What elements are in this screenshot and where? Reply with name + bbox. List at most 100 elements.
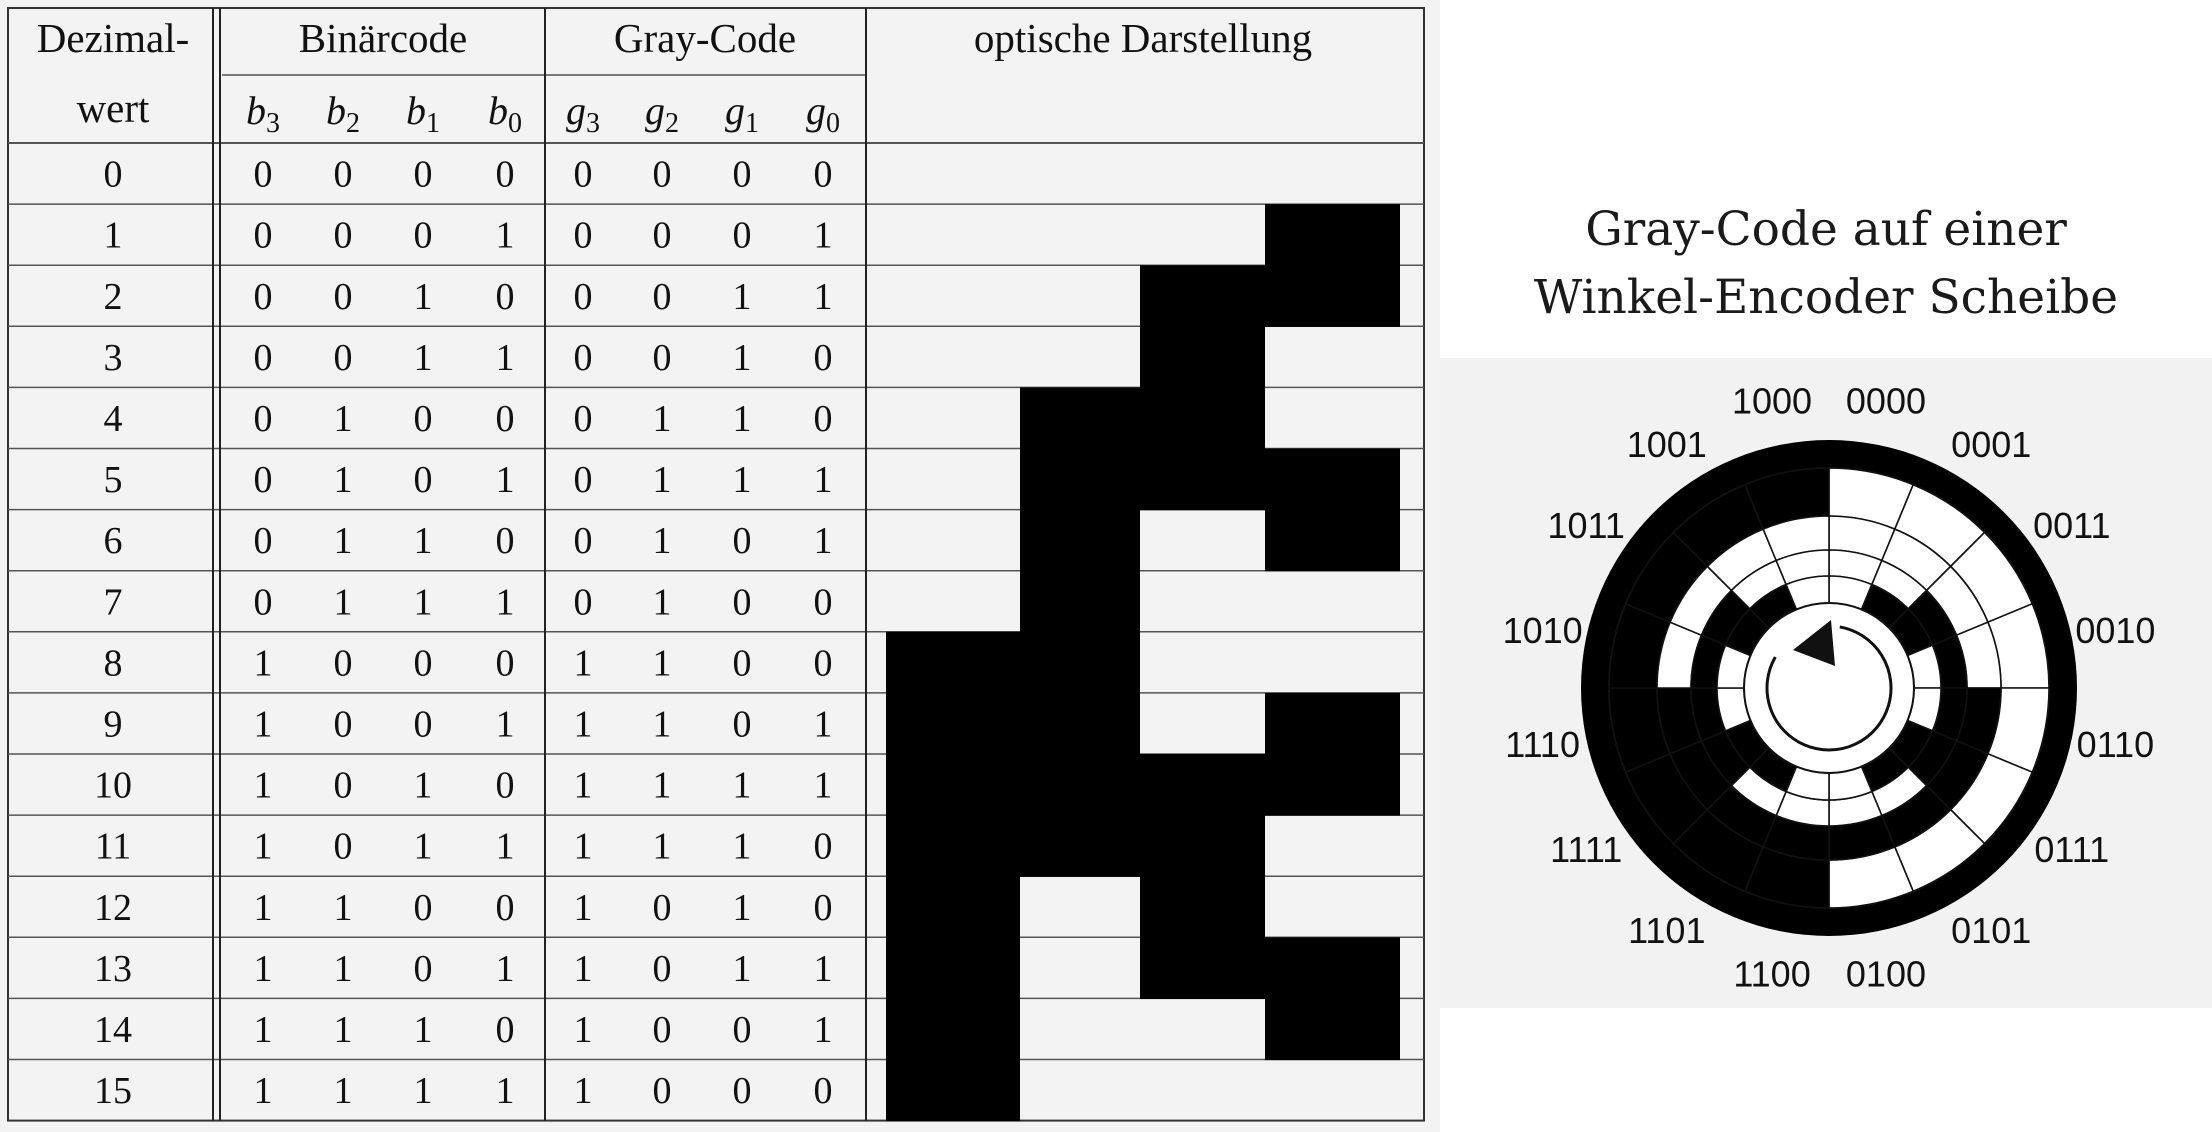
gray-bit: 0 xyxy=(574,337,593,379)
gray-bit: 1 xyxy=(574,765,593,807)
gray-bit: 0 xyxy=(653,1009,672,1051)
optical-bar xyxy=(1020,509,1140,572)
binary-bit-header: b1 xyxy=(406,88,440,139)
binary-bit: 1 xyxy=(254,1009,273,1051)
binary-bit: 1 xyxy=(334,520,353,562)
bit-letter: g xyxy=(566,88,586,133)
bit-index: 3 xyxy=(586,108,600,139)
gray-bit: 0 xyxy=(733,581,752,623)
decimal-value: 11 xyxy=(95,826,132,868)
binary-bit: 0 xyxy=(496,642,515,684)
optical-bar xyxy=(886,1059,1020,1122)
gray-bit: 1 xyxy=(814,459,833,501)
gray-bit: 1 xyxy=(653,520,672,562)
gray-bit: 0 xyxy=(653,154,672,196)
binary-bit: 1 xyxy=(334,948,353,990)
binary-bit: 1 xyxy=(496,826,515,868)
optical-bar xyxy=(886,876,1020,938)
encoder-title-line1: Gray-Code auf einer xyxy=(1585,202,2067,257)
binary-bit: 0 xyxy=(334,642,353,684)
gray-bit: 1 xyxy=(574,887,593,929)
optical-bar xyxy=(1265,998,1400,1061)
binary-bit: 1 xyxy=(496,703,515,745)
binary-bit: 1 xyxy=(414,520,433,562)
decimal-value: 6 xyxy=(104,520,123,562)
binary-bit: 1 xyxy=(254,948,273,990)
binary-bit: 1 xyxy=(414,581,433,623)
gray-bit: 0 xyxy=(733,520,752,562)
binary-bit: 0 xyxy=(254,276,273,318)
gray-bit-header: g1 xyxy=(725,88,759,139)
gray-bit: 1 xyxy=(733,948,752,990)
decimal-value: 5 xyxy=(104,459,123,501)
binary-bit: 0 xyxy=(496,765,515,807)
gray-bit: 1 xyxy=(653,765,672,807)
bit-letter: g xyxy=(645,88,665,133)
optical-bar xyxy=(1140,265,1265,327)
binary-bit: 0 xyxy=(496,520,515,562)
binary-bit: 0 xyxy=(414,215,433,257)
decimal-value: 4 xyxy=(104,398,123,440)
bit-letter: b xyxy=(246,88,266,133)
binary-bit: 1 xyxy=(334,1009,353,1051)
binary-bit: 1 xyxy=(414,1070,433,1112)
table-border xyxy=(7,7,1425,1122)
binary-bit-header: b3 xyxy=(246,88,280,139)
encoder-title-line2: Winkel-Encoder Scheibe xyxy=(1533,270,2119,325)
decimal-value: 12 xyxy=(94,887,132,929)
gray-bit: 1 xyxy=(814,765,833,807)
optical-bar xyxy=(1020,448,1140,511)
binary-bit: 0 xyxy=(496,1009,515,1051)
bit-letter: b xyxy=(488,88,508,133)
optical-bar xyxy=(1140,815,1265,877)
binary-bit: 0 xyxy=(254,520,273,562)
binary-bit: 0 xyxy=(496,154,515,196)
bit-letter: g xyxy=(806,88,826,133)
optical-bar xyxy=(1265,754,1400,816)
decimal-value: 0 xyxy=(104,154,123,196)
gray-bit: 0 xyxy=(733,154,752,196)
bit-index: 0 xyxy=(826,108,840,139)
optical-bar xyxy=(1265,448,1400,511)
gray-bit: 0 xyxy=(814,887,833,929)
decimal-value: 8 xyxy=(104,642,123,684)
gray-bit-header: g2 xyxy=(645,88,679,139)
binary-bit: 1 xyxy=(496,1070,515,1112)
binary-bit: 1 xyxy=(334,581,353,623)
optical-bar xyxy=(1140,326,1265,388)
sector-label: 1000 xyxy=(1732,381,1812,422)
binary-bit: 0 xyxy=(334,826,353,868)
binary-bit: 0 xyxy=(414,887,433,929)
gray-bit: 0 xyxy=(653,887,672,929)
binary-bit: 0 xyxy=(334,337,353,379)
gray-bit: 0 xyxy=(574,398,593,440)
optical-bar xyxy=(886,815,1020,877)
gray-bit: 1 xyxy=(733,276,752,318)
binary-bit: 0 xyxy=(254,581,273,623)
gray-bit: 0 xyxy=(574,215,593,257)
gray-bit: 1 xyxy=(653,826,672,868)
sector-label: 1011 xyxy=(1548,505,1625,546)
bit-index: 1 xyxy=(426,108,440,139)
sector-label: 0001 xyxy=(1951,424,2031,465)
binary-bit: 0 xyxy=(254,154,273,196)
optical-bar xyxy=(1140,876,1265,938)
optical-bar xyxy=(1020,815,1140,877)
binary-bit: 0 xyxy=(334,154,353,196)
bit-letter: b xyxy=(326,88,346,133)
bit-index: 0 xyxy=(508,108,522,139)
gray-bit: 1 xyxy=(574,1070,593,1112)
binary-bit-header: b0 xyxy=(488,88,522,139)
binary-bit: 0 xyxy=(334,703,353,745)
gray-bit: 1 xyxy=(733,887,752,929)
binary-bit: 0 xyxy=(334,276,353,318)
binary-bit: 0 xyxy=(254,337,273,379)
bit-letter: g xyxy=(725,88,745,133)
gray-bit: 1 xyxy=(814,520,833,562)
gray-bit: 0 xyxy=(653,276,672,318)
binary-bit: 0 xyxy=(414,948,433,990)
gray-bit: 0 xyxy=(574,520,593,562)
sector-label: 0000 xyxy=(1846,381,1926,422)
gray-bit: 1 xyxy=(733,459,752,501)
